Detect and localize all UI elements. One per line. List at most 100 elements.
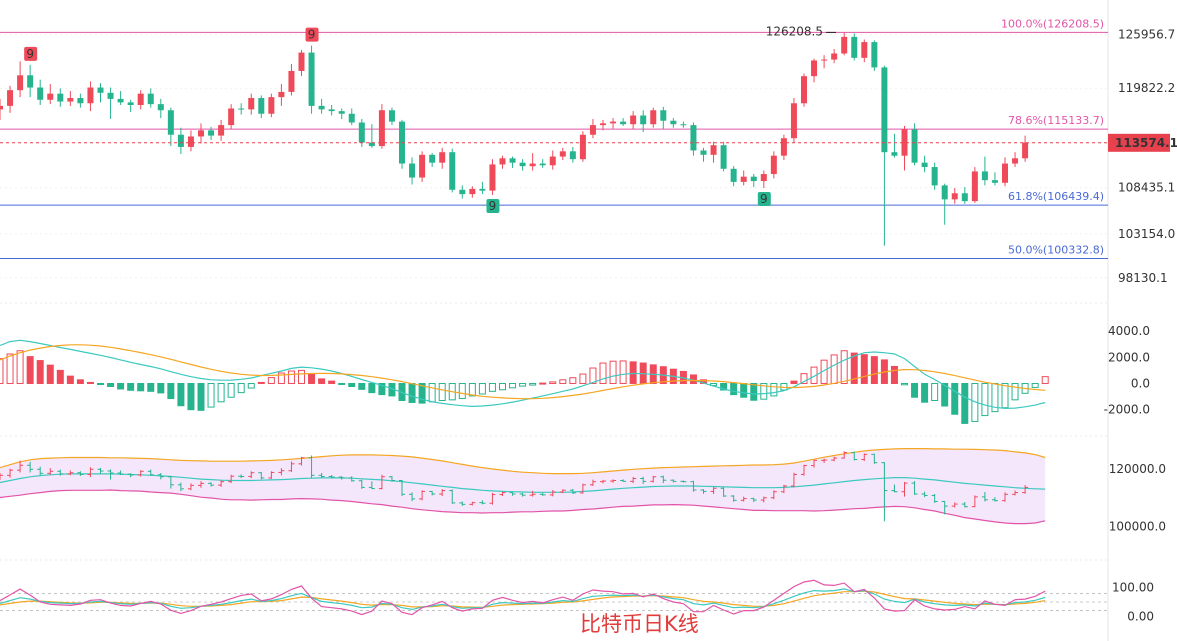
candle-body xyxy=(288,70,295,92)
macd-histogram-bar xyxy=(287,370,295,384)
boll-upper-line xyxy=(0,448,1046,475)
macd-histogram-bar xyxy=(840,350,848,384)
candle-body xyxy=(861,42,868,58)
macd-tick-label: 2000.0 xyxy=(1108,350,1150,364)
candle-body xyxy=(1012,158,1019,164)
macd-histogram-bar xyxy=(348,382,356,387)
macd-histogram-bar xyxy=(66,375,74,384)
candle-body xyxy=(901,129,908,156)
macd-histogram-bar xyxy=(267,377,275,384)
macd-histogram-bar xyxy=(1001,382,1009,409)
candle-body xyxy=(77,98,84,104)
candle-body xyxy=(449,152,456,190)
candle-body xyxy=(670,120,677,125)
candle-body xyxy=(539,163,546,166)
macd-histogram-bar xyxy=(559,379,567,384)
td-marker-badge xyxy=(305,27,319,42)
candle-body xyxy=(298,52,305,71)
macd-histogram-bar xyxy=(97,382,104,386)
fib-label: 78.6%(115133.7) xyxy=(1008,114,1104,127)
macd-tick-label: 4000.0 xyxy=(1108,324,1150,338)
macd-histogram-bar xyxy=(1031,382,1039,388)
candle-body xyxy=(851,36,858,58)
macd-histogram-bar xyxy=(0,358,4,384)
candle-body xyxy=(600,123,606,126)
fib-label: 61.8%(106439.4) xyxy=(1008,190,1104,203)
candle-body xyxy=(27,75,34,88)
td-marker-badge xyxy=(486,199,500,214)
macd-tick-label: 0.0 xyxy=(1131,376,1150,390)
candle-body xyxy=(509,158,516,163)
candle-body xyxy=(479,188,486,191)
candle-body xyxy=(931,167,938,186)
boll-mid-line xyxy=(0,473,1046,493)
macd-histogram-bar xyxy=(951,382,959,415)
candle-body xyxy=(871,42,878,68)
candle-body xyxy=(67,98,74,102)
macd-histogram-bar xyxy=(237,382,245,394)
candle-body xyxy=(610,121,617,124)
macd-histogram-bar xyxy=(549,381,557,384)
candle-body xyxy=(951,193,958,200)
macd-histogram-bar xyxy=(488,382,496,392)
kdj-tick-label: 100.00 xyxy=(1112,581,1154,595)
candle-body xyxy=(720,145,727,169)
macd-histogram-bar xyxy=(619,360,627,384)
candle-body xyxy=(278,91,285,98)
macd-histogram-bar xyxy=(197,382,205,411)
macd-histogram-bar xyxy=(298,369,305,384)
macd-histogram-bar xyxy=(890,365,898,384)
main-tick-label: 119822.2 xyxy=(1118,81,1175,95)
boll-band-fill xyxy=(0,448,1046,524)
candle-body xyxy=(368,142,375,147)
candle-body xyxy=(891,152,898,156)
candle-body xyxy=(981,171,988,181)
candle-body xyxy=(519,162,526,167)
td-marker-label: 9 xyxy=(760,192,768,206)
candle-body xyxy=(730,168,737,182)
macd-dea-line xyxy=(0,344,1046,400)
macd-histogram-bar xyxy=(800,373,808,384)
td-marker-label: 9 xyxy=(26,47,34,61)
macd-histogram-bar xyxy=(519,382,527,387)
main-tick-label: 98130.1 xyxy=(1118,271,1168,285)
macd-histogram-bar xyxy=(710,382,718,386)
macd-histogram-bar xyxy=(870,356,878,384)
candle-body xyxy=(680,124,687,126)
candle-body xyxy=(218,125,225,136)
macd-histogram-bar xyxy=(408,382,416,403)
macd-histogram-bar xyxy=(961,382,969,424)
macd-histogram-bar xyxy=(338,382,346,385)
macd-histogram-bar xyxy=(318,378,326,384)
candle-body xyxy=(991,180,998,183)
fib-label: 50.0%(100332.8) xyxy=(1008,244,1104,257)
candle-body xyxy=(157,104,164,111)
candle-body xyxy=(790,103,797,139)
candle-body xyxy=(177,134,184,147)
main-tick-label: 103154.0 xyxy=(1118,227,1175,241)
macd-histogram-bar xyxy=(509,382,517,389)
macd-histogram-bar xyxy=(629,361,637,384)
candle-body xyxy=(17,75,24,91)
main-tick-label: 108435.1 xyxy=(1118,181,1175,195)
macd-histogram-bar xyxy=(428,382,436,403)
candle-body xyxy=(821,59,828,61)
macd-histogram-bar xyxy=(207,382,215,408)
boll-lower-line xyxy=(0,489,1046,525)
kdj-tick-label: 0.00 xyxy=(1127,609,1154,623)
candle-body xyxy=(97,87,104,93)
candle-body xyxy=(57,93,64,102)
macd-histogram-bar xyxy=(137,382,145,392)
macd-histogram-bar xyxy=(911,382,919,398)
macd-histogram-bar xyxy=(860,354,868,384)
macd-histogram-bar xyxy=(117,382,125,390)
macd-histogram-bar xyxy=(499,382,506,391)
macd-histogram-bar xyxy=(227,382,235,398)
chart-watermark: 比特币日K线 xyxy=(580,612,699,636)
candle-body xyxy=(469,188,476,195)
macd-histogram-bar xyxy=(107,382,115,387)
macd-tick-label: -2000.0 xyxy=(1104,403,1150,417)
macd-histogram-bar xyxy=(760,382,768,400)
candle-body xyxy=(47,93,54,100)
candle-body xyxy=(921,162,928,168)
